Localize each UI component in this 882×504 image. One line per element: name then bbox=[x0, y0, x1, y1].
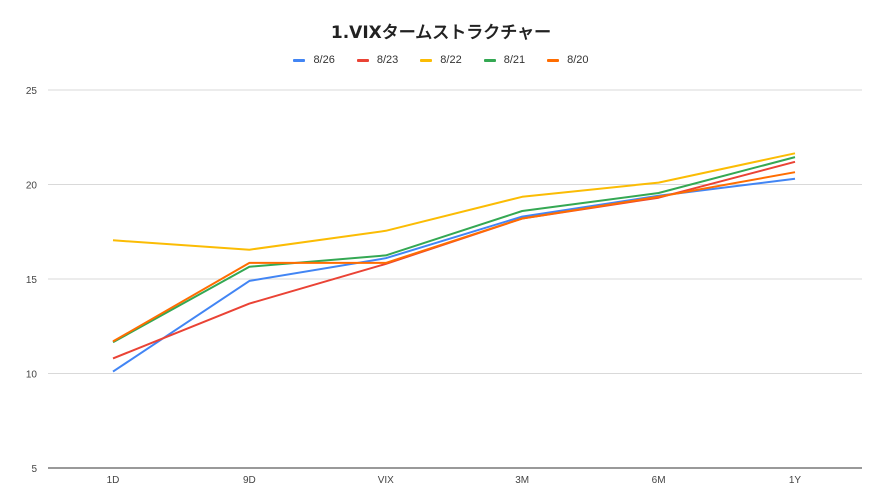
x-tick-label: VIX bbox=[378, 475, 394, 486]
legend-label: 8/20 bbox=[567, 54, 589, 66]
y-tick-label: 20 bbox=[26, 181, 38, 192]
legend-item: 8/22 bbox=[420, 54, 462, 66]
series-line-8-22 bbox=[112, 152, 796, 251]
chart-legend: 8/26 8/23 8/22 8/21 8/20 bbox=[0, 54, 882, 66]
series-lines bbox=[112, 152, 796, 373]
y-axis-tick-labels: 5 10 15 20 25 bbox=[26, 86, 38, 475]
x-tick-label: 3M bbox=[515, 475, 529, 486]
legend-swatch bbox=[356, 58, 369, 62]
gridlines bbox=[48, 89, 862, 469]
series-line-8-20 bbox=[112, 171, 796, 343]
y-tick-label: 15 bbox=[26, 275, 38, 286]
legend-swatch bbox=[483, 58, 496, 62]
legend-swatch bbox=[293, 58, 306, 62]
y-tick-label: 10 bbox=[26, 370, 38, 381]
y-tick-label: 5 bbox=[31, 464, 37, 475]
legend-label: 8/26 bbox=[313, 54, 335, 66]
legend-label: 8/23 bbox=[376, 54, 399, 66]
legend-label: 8/21 bbox=[503, 54, 526, 66]
x-axis-tick-labels: 1D 9D VIX 3M 6M 1Y bbox=[107, 475, 802, 486]
series-line-8-26 bbox=[112, 177, 796, 373]
legend-item: 8/20 bbox=[547, 54, 589, 66]
x-tick-label: 6M bbox=[652, 475, 666, 486]
x-tick-label: 1D bbox=[107, 475, 120, 486]
x-tick-label: 9D bbox=[243, 475, 256, 486]
legend-swatch bbox=[420, 58, 433, 62]
legend-item: 8/23 bbox=[356, 54, 399, 66]
y-tick-label: 25 bbox=[26, 86, 38, 97]
legend-item: 8/26 bbox=[293, 54, 335, 66]
legend-item: 8/21 bbox=[483, 54, 526, 66]
series-line-8-21 bbox=[112, 156, 796, 344]
chart-title: 1.VIXタームストラクチャー bbox=[330, 23, 552, 43]
legend-swatch bbox=[547, 58, 560, 62]
x-tick-label: 1Y bbox=[789, 475, 802, 486]
legend-label: 8/22 bbox=[440, 54, 462, 66]
